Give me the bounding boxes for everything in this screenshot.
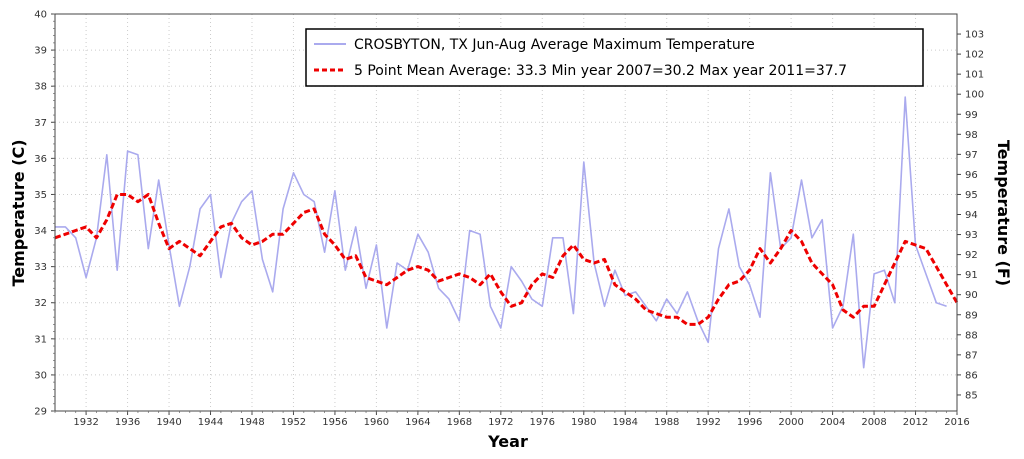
- y2-tick-label: 85: [965, 390, 978, 401]
- x-tick-label: 2004: [820, 417, 845, 428]
- x-tick-label: 2008: [861, 417, 886, 428]
- y2-tick-label: 97: [965, 150, 978, 161]
- y2-tick-label: 98: [965, 130, 978, 141]
- y-tick-label: 35: [34, 190, 47, 201]
- x-tick-label: 1932: [73, 417, 98, 428]
- y-axis-label-left: Temperature (C): [9, 139, 28, 286]
- y-tick-label: 32: [34, 298, 47, 309]
- y2-axis-ticks: 85 86 87 88 89 90 91 92 93 94 95 96 97 98 99 100 101 102 1…: [957, 30, 984, 401]
- x-tick-label: 1976: [530, 417, 555, 428]
- x-tick-label: 1960: [364, 417, 389, 428]
- y2-tick-label: 100: [965, 90, 984, 101]
- y-tick-label: 33: [34, 262, 47, 273]
- plot-border: [54, 13, 958, 412]
- y-tick-label: 31: [34, 334, 47, 345]
- y2-tick-label: 96: [965, 170, 978, 181]
- x-tick-label: 1948: [239, 417, 264, 428]
- y-tick-label: 34: [34, 226, 47, 237]
- x-tick-label: 1964: [405, 417, 430, 428]
- series-line-5-point-mean: [54, 193, 959, 326]
- y2-tick-label: 89: [965, 310, 978, 321]
- y2-tick-label: 92: [965, 250, 978, 261]
- y2-tick-label: 88: [965, 330, 978, 341]
- x-tick-label: 1944: [198, 417, 223, 428]
- y-tick-label: 40: [34, 10, 47, 21]
- y-tick-label: 30: [34, 370, 47, 381]
- x-tick-label: 1996: [737, 417, 762, 428]
- legend-label-raw: CROSBYTON, TX Jun-Aug Average Maximum Te…: [354, 37, 755, 53]
- legend: CROSBYTON, TX Jun-Aug Average Maximum Te…: [305, 28, 924, 87]
- y2-tick-label: 101: [965, 70, 984, 81]
- x-axis-label: Year: [487, 432, 528, 451]
- y-axis-label-right: Temperature (F): [994, 140, 1013, 286]
- x-tick-label: 1940: [156, 417, 181, 428]
- y2-tick-label: 95: [965, 190, 978, 201]
- y2-tick-label: 91: [965, 270, 978, 281]
- x-tick-label: 1992: [695, 417, 720, 428]
- x-tick-label: 1956: [322, 417, 347, 428]
- legend-label-mean: 5 Point Mean Average: 33.3 Min year 2007…: [354, 63, 847, 79]
- series-layer: [54, 96, 959, 369]
- y2-tick-label: 103: [965, 30, 984, 41]
- y2-tick-label: 94: [965, 210, 978, 221]
- x-tick-label: 1936: [115, 417, 140, 428]
- x-tick-label: 2012: [903, 417, 928, 428]
- x-tick-label: 1988: [654, 417, 679, 428]
- y-tick-label: 29: [34, 407, 47, 418]
- x-tick-label: 2016: [944, 417, 969, 428]
- series-line-raw-temperature: [55, 96, 947, 369]
- x-tick-label: 1972: [488, 417, 513, 428]
- y-tick-label: 38: [34, 82, 47, 93]
- x-tick-label: 2000: [778, 417, 803, 428]
- x-tick-label: 1980: [571, 417, 596, 428]
- y-tick-label: 36: [34, 154, 47, 165]
- y-axis-ticks: 29 30 31 32 33 34 35 36 37 38 39 40: [34, 10, 55, 418]
- x-tick-label: 1984: [613, 417, 638, 428]
- y2-tick-label: 102: [965, 50, 984, 61]
- y-tick-label: 37: [34, 118, 47, 129]
- x-axis-ticks: 1932 1936 1940 1944 1948 1952 1956 1960 1964 1968…: [54, 411, 970, 428]
- y2-tick-label: 90: [965, 290, 978, 301]
- y-tick-label: 39: [34, 46, 47, 57]
- y2-tick-label: 87: [965, 350, 978, 361]
- legend-box: [305, 28, 924, 87]
- y2-tick-label: 86: [965, 370, 978, 381]
- x-tick-label: 1968: [447, 417, 472, 428]
- x-tick-label: 1952: [281, 417, 306, 428]
- y2-tick-label: 93: [965, 230, 978, 241]
- y2-tick-label: 99: [965, 110, 978, 121]
